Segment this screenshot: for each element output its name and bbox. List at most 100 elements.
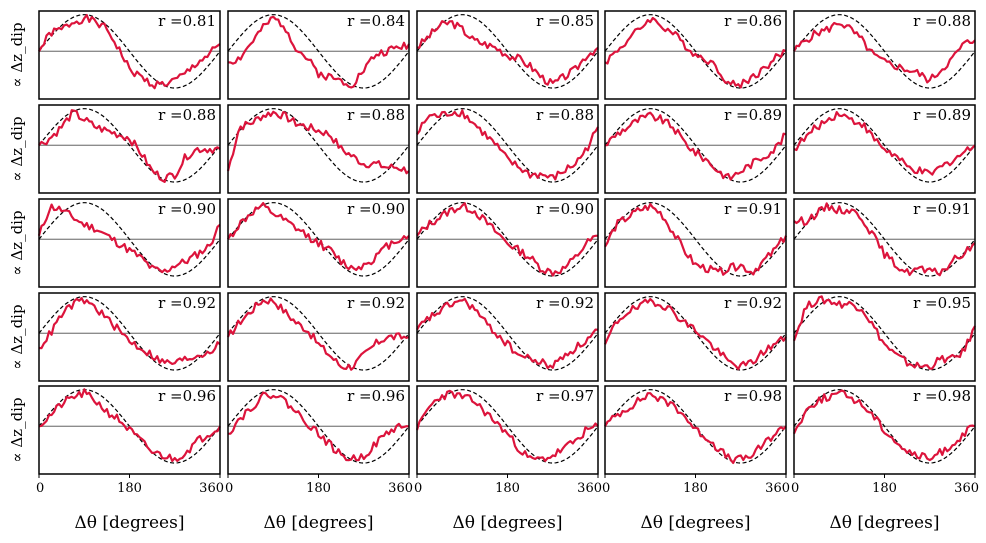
panel-frame [793, 10, 976, 100]
r-value-label: r =0.88 [347, 106, 405, 124]
data-curve [604, 111, 787, 181]
r-value-label: r =0.95 [913, 294, 971, 312]
panel-frame [227, 10, 410, 100]
r-value-label: r =0.90 [536, 200, 594, 218]
model-curve [416, 108, 599, 183]
r-value-label: r =0.89 [913, 106, 971, 124]
r-value-label: r =0.90 [347, 200, 405, 218]
y-axis-label: ∝ Δz_dip [8, 210, 26, 275]
model-curve [604, 296, 787, 371]
panel-21: r =0.96 0 180 360 Δθ [degrees] ∝ Δz_dip [8, 385, 224, 533]
panel-15: r =0.91 [793, 198, 976, 288]
r-value-label: r =0.84 [347, 12, 405, 30]
r-value-label: r =0.86 [724, 12, 782, 30]
x-tick-label: 180 [495, 481, 520, 496]
panel-frame [227, 292, 410, 382]
model-curve [604, 389, 787, 464]
x-tick-label: 360 [765, 481, 790, 496]
x-tick-label: 0 [414, 481, 422, 496]
panel-19: r =0.92 [603, 292, 787, 382]
panel-frame [793, 198, 976, 288]
x-axis-label: Δθ [degrees] [453, 513, 563, 533]
panel-7: r =0.88 [226, 104, 410, 194]
model-curve [793, 108, 976, 183]
panel-17: r =0.92 [226, 292, 410, 382]
data-curve [37, 203, 221, 274]
panel-23: r =0.97 0 180 360 Δθ [degrees] [414, 385, 602, 533]
panel-2: r =0.84 [227, 10, 410, 100]
panel-frame [604, 198, 787, 288]
y-axis-label: ∝ Δz_dip [8, 397, 26, 462]
r-value-label: r =0.85 [536, 12, 594, 30]
r-value-label: r =0.81 [158, 12, 216, 30]
data-curve [416, 202, 599, 277]
model-curve [38, 202, 221, 277]
panel-frame [38, 104, 221, 194]
model-curve [38, 108, 221, 183]
x-axis-label: Δθ [degrees] [641, 513, 751, 533]
panel-18: r =0.92 [416, 292, 599, 382]
panel-frame [416, 292, 599, 382]
data-curve [416, 20, 599, 86]
x-tick-label: 180 [683, 481, 708, 496]
panel-frame [38, 292, 221, 382]
r-value-label: r =0.90 [158, 200, 216, 218]
x-axis-label: Δθ [degrees] [264, 513, 374, 533]
panel-10: r =0.89 [793, 104, 976, 194]
data-curve [604, 392, 787, 464]
r-value-label: r =0.96 [158, 387, 216, 405]
r-value-label: r =0.92 [536, 294, 594, 312]
model-curve [227, 108, 410, 183]
r-value-label: r =0.98 [913, 387, 971, 405]
y-axis-label: ∝ Δz_dip [8, 116, 26, 181]
data-curve [38, 388, 221, 463]
r-value-label: r =0.91 [913, 200, 971, 218]
panel-12: r =0.90 [227, 198, 410, 288]
model-curve [227, 14, 410, 89]
model-curve [416, 14, 599, 89]
panel-3: r =0.85 [416, 10, 599, 100]
data-curve [792, 295, 976, 370]
y-axis-label: ∝ Δz_dip [8, 22, 26, 87]
panel-frame [416, 10, 599, 100]
x-tick-label: 0 [791, 481, 799, 496]
r-value-label: r =0.88 [158, 106, 216, 124]
model-curve [227, 389, 410, 464]
panel-6: r =0.88 ∝ Δz_dip [8, 104, 221, 194]
model-curve [793, 14, 976, 89]
data-curve [792, 21, 976, 84]
x-tick-label: 180 [117, 481, 142, 496]
model-curve [604, 14, 787, 89]
data-curve [415, 389, 599, 462]
model-curve [793, 389, 976, 464]
model-curve [38, 14, 221, 89]
panel-9: r =0.89 [604, 104, 787, 194]
panel-frame [416, 198, 599, 288]
data-curve [227, 15, 410, 89]
panel-22: r =0.96 0 180 360 Δθ [degrees] [225, 385, 413, 533]
panel-frame [793, 292, 976, 382]
y-axis-label: ∝ Δz_dip [8, 304, 26, 369]
panel-frame [38, 10, 221, 100]
panel-frame [227, 104, 410, 194]
model-curve [416, 296, 599, 371]
panel-16: r =0.92 ∝ Δz_dip [8, 292, 221, 382]
model-curve [793, 202, 976, 277]
model-curve [416, 389, 599, 464]
model-curve [227, 202, 410, 277]
x-tick-label: 360 [577, 481, 602, 496]
panel-24: r =0.98 0 180 360 Δθ [degrees] [602, 385, 790, 533]
x-tick-label: 0 [225, 481, 233, 496]
panel-frame [604, 10, 787, 100]
r-value-label: r =0.92 [347, 294, 405, 312]
x-tick-label: 0 [602, 481, 610, 496]
x-tick-label: 360 [954, 481, 979, 496]
r-value-label: r =0.97 [536, 387, 594, 405]
data-curve [227, 391, 410, 462]
data-curve [416, 297, 599, 370]
panel-25: r =0.98 0 180 360 Δθ [degrees] [791, 385, 979, 533]
x-tick-label: 360 [199, 481, 224, 496]
panel-frame [38, 198, 221, 288]
data-curve [603, 298, 787, 371]
data-curve [604, 16, 787, 89]
